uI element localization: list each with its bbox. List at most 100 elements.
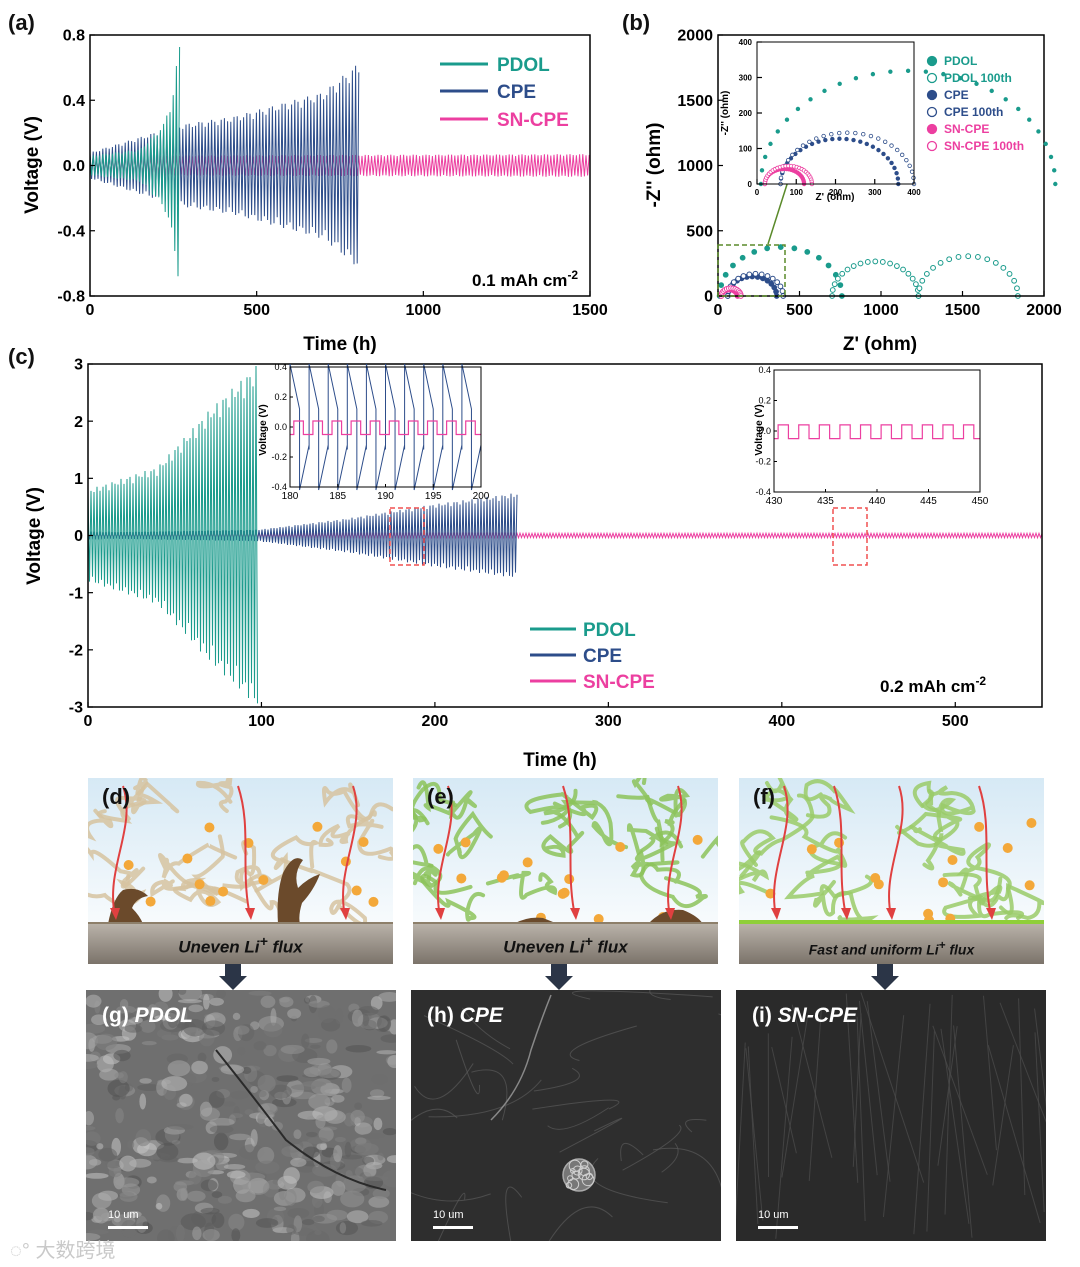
inset-point (829, 131, 834, 137)
sem-grain (202, 1229, 220, 1241)
sem-streak (856, 1016, 866, 1221)
polymer-chain (196, 778, 234, 814)
sem-streak (747, 1046, 759, 1225)
sem-streak (858, 1000, 878, 1176)
sem-grain (113, 1049, 131, 1062)
scheme-e-substrate (413, 922, 718, 964)
y-tick-label: 200 (739, 109, 753, 118)
sem-fiber (471, 1069, 508, 1121)
sem-grain (371, 1074, 388, 1085)
inset-point (759, 168, 765, 173)
chart-b-inset-xlabel: Z' (ohm) (815, 192, 854, 203)
y-tick-label: 400 (739, 38, 753, 47)
chart-c-inset-2-frame (773, 369, 981, 493)
y-tick-label: 0.2 (274, 392, 287, 402)
sem-grain (121, 1012, 135, 1020)
inset-point (845, 130, 850, 135)
panel-label-e: (e) (427, 784, 454, 809)
nyquist-point (905, 270, 912, 277)
sem-streak (791, 1004, 833, 1158)
polymer-chain (896, 793, 963, 842)
inset-point (885, 156, 891, 161)
chart-c-inset-1: 180 185 190 195 200 -0.4 -0.2 0.0 0.2 0.4 (271, 362, 489, 502)
inset-sncpe-trace (774, 424, 980, 440)
sem-grain (209, 997, 224, 1006)
scheme-f-substrate (739, 920, 1044, 964)
sem-grain (354, 1102, 363, 1110)
sem-fiber (661, 1142, 679, 1173)
sem-image-i: (i) SN-CPE 10 um (736, 990, 1046, 1241)
nyquist-point (900, 266, 906, 273)
sem-grain (167, 1060, 191, 1077)
sem-grain (175, 1224, 185, 1241)
inset-ticks: 180 185 190 195 200 -0.4 -0.2 0.0 0.2 0.4 (271, 362, 489, 502)
sem-grain (250, 1129, 258, 1147)
sem-grain (135, 1006, 154, 1014)
inset-point (775, 129, 780, 134)
polymer-chain (150, 878, 249, 904)
sem-grain (381, 1169, 396, 1188)
sem-grain (270, 1008, 277, 1026)
watermark-logo-icon: ◌° (10, 1240, 30, 1262)
polymer-chain (413, 863, 443, 889)
sem-grain (118, 1085, 127, 1100)
polymer-chain (912, 780, 976, 816)
scheme-d: Uneven Li+ flux (d) (88, 778, 393, 964)
polymer-chain (158, 842, 238, 890)
legend-label: CPE 100th (944, 105, 1003, 119)
inset-point (844, 136, 849, 142)
sem-streak (940, 1028, 970, 1224)
x-tick-label: 195 (425, 491, 442, 502)
flux-arrow (833, 785, 847, 917)
sem-fiber (649, 990, 671, 1001)
panel-label-c: (c) (8, 344, 35, 369)
y-tick-label: -0.8 (57, 289, 85, 306)
sem-grain (286, 1224, 297, 1235)
sem-grain (146, 1176, 157, 1184)
chart-c-plot (87, 365, 1043, 704)
sem-grain (306, 1230, 330, 1241)
sem-grain (197, 1052, 207, 1063)
sem-grain (386, 1155, 396, 1164)
sem-g-texture (86, 990, 396, 1241)
chart-c-inset-1-ylabel: Voltage (V) (258, 404, 269, 455)
chart-b-inset-ylabel: -Z'' (ohm) (720, 91, 731, 136)
sem-fiber (652, 1147, 721, 1188)
legend-label: SN-CPE 100th (944, 139, 1024, 153)
y-tick-label: 0.4 (274, 362, 287, 372)
inset-point (941, 71, 946, 77)
legend-marker (926, 123, 938, 135)
inset-point (1003, 97, 1008, 102)
sem-grain (86, 994, 102, 1008)
sem-grain (253, 1041, 267, 1051)
sem-grain (377, 1015, 392, 1032)
x-tick-label: 435 (817, 496, 834, 507)
sem-grain (137, 1084, 162, 1092)
sem-streak (982, 995, 997, 1151)
sem-grain (191, 1060, 208, 1075)
sem-grain (320, 1142, 328, 1151)
sem-grain (173, 1181, 188, 1192)
li-ion-particle (145, 896, 156, 907)
sem-grain (230, 1090, 249, 1100)
flux-arrowhead (665, 908, 675, 920)
scheme-e-drawing (413, 778, 718, 924)
chart-a-yticks: -0.8 -0.4 0.0 0.4 0.8 (57, 28, 95, 306)
sem-fiber (411, 1192, 491, 1202)
sem-h-scale-bar (433, 1226, 473, 1229)
inset-point (889, 160, 894, 166)
sem-grain (273, 1206, 287, 1212)
sem-grain (287, 1207, 310, 1219)
sem-grain (247, 1177, 270, 1195)
li-ion-particle (615, 841, 626, 852)
nyquist-point (834, 275, 841, 282)
chart-b-plot (716, 244, 1021, 299)
sem-grain (331, 1094, 345, 1103)
series-pdol (89, 46, 181, 277)
y-tick-label: -0.4 (271, 482, 287, 492)
flux-arrowhead (110, 908, 120, 920)
sem-grain (351, 1009, 364, 1027)
li-ion-particle (182, 853, 193, 864)
nyquist-point (831, 281, 838, 288)
sem-fiber (423, 1015, 514, 1065)
